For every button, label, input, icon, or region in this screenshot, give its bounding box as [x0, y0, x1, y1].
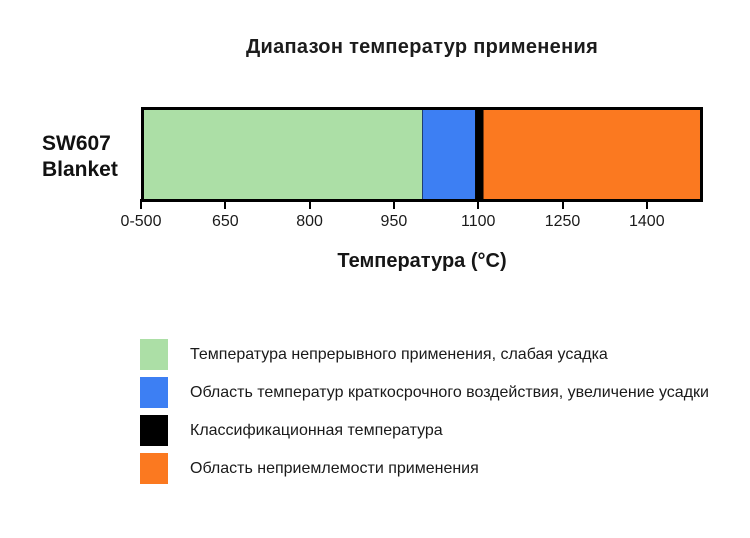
legend-item-continuous-use: Температура непрерывного применения, сла…: [140, 339, 709, 370]
x-axis-tick-label: 950: [380, 213, 408, 230]
x-axis-tick-label: 650: [211, 213, 239, 230]
x-axis-tick-mark: [308, 199, 311, 209]
x-axis-title: Температура (°C): [337, 250, 507, 272]
legend-item-classification-temperature: Классификационная температура: [140, 415, 709, 446]
bar-segment-unacceptable-use: [483, 110, 700, 199]
x-axis-tick-mark: [645, 199, 648, 209]
legend-swatch-short-term-exposure: [140, 377, 168, 408]
x-axis-tick-mark: [224, 199, 227, 209]
x-axis-tick-label: 800: [296, 213, 323, 230]
bar-segment-short-term-exposure: [422, 110, 475, 199]
legend: Температура непрерывного применения, сла…: [140, 339, 709, 491]
legend-label-classification-temperature: Классификационная температура: [190, 421, 443, 439]
legend-swatch-classification-temperature: [140, 415, 168, 446]
category-label: SW607 Blanket: [42, 132, 118, 181]
x-axis-tick-mark: [140, 199, 142, 209]
x-axis-tick-label: 1400: [629, 213, 665, 230]
chart-title: Диапазон температур применения: [245, 36, 599, 58]
stacked-bar-segments: [144, 110, 700, 199]
x-axis: 0-500 650 800 950 1100 1250 1400: [121, 199, 703, 243]
x-axis-tick-mark: [561, 199, 564, 209]
x-axis-tick-label: 1250: [544, 213, 581, 230]
legend-label-unacceptable-use: Область неприемлемости применения: [190, 459, 479, 477]
legend-item-unacceptable-use: Область неприемлемости применения: [140, 453, 709, 484]
x-axis-tick-mark: [392, 199, 395, 209]
legend-label-short-term-exposure: Область температур краткосрочного воздей…: [190, 383, 709, 401]
x-axis-tick-label: 1100: [460, 213, 496, 230]
x-axis-tick-mark: [477, 199, 480, 209]
legend-swatch-unacceptable-use: [140, 453, 168, 484]
legend-label-continuous-use: Температура непрерывного применения, сла…: [190, 345, 608, 363]
stacked-bar: [141, 107, 703, 202]
legend-swatch-continuous-use: [140, 339, 168, 370]
x-axis-tick-label: 0-500: [120, 213, 162, 230]
legend-item-short-term-exposure: Область температур краткосрочного воздей…: [140, 377, 709, 408]
bar-segment-continuous-use: [144, 110, 422, 199]
bar-segment-classification-temperature: [474, 110, 484, 199]
